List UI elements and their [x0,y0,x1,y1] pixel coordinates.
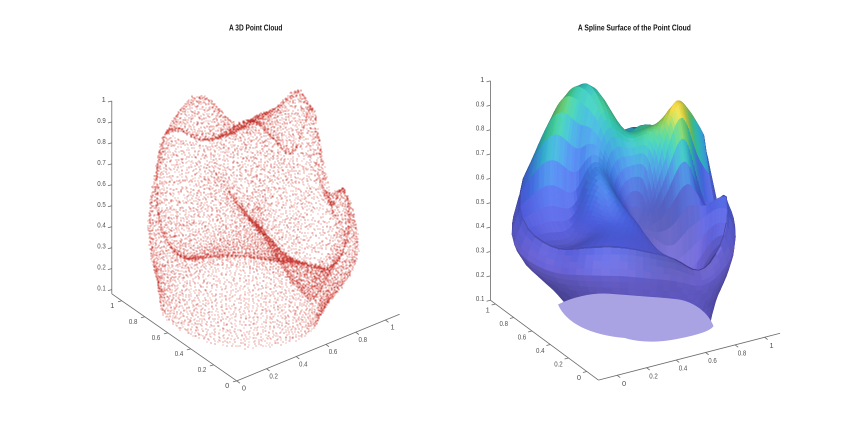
svg-text:0.9: 0.9 [97,116,106,125]
svg-text:0.9: 0.9 [476,99,485,108]
svg-text:A Spline Surface of the Point: A Spline Surface of the Point Cloud [578,23,691,33]
svg-text:0.8: 0.8 [359,335,368,344]
svg-text:0.7: 0.7 [476,148,485,157]
svg-text:0.8: 0.8 [129,317,138,326]
svg-text:0.8: 0.8 [97,137,106,146]
svg-text:0: 0 [225,381,229,390]
svg-text:0.4: 0.4 [476,221,485,230]
svg-text:0.6: 0.6 [708,356,717,365]
svg-text:0.4: 0.4 [97,221,106,230]
svg-text:0.2: 0.2 [649,371,658,380]
svg-text:0.4: 0.4 [299,359,308,368]
svg-text:1: 1 [769,341,773,350]
svg-text:0.6: 0.6 [518,333,527,342]
svg-text:1: 1 [110,301,114,310]
svg-text:0.5: 0.5 [476,197,485,206]
svg-text:0.2: 0.2 [554,360,563,369]
svg-text:0.6: 0.6 [97,179,106,188]
svg-text:1: 1 [390,323,394,332]
svg-text:0.8: 0.8 [500,319,509,328]
svg-text:A 3D Point Cloud: A 3D Point Cloud [229,23,283,33]
svg-text:0.6: 0.6 [152,333,161,342]
svg-text:0: 0 [577,373,581,382]
svg-text:0.3: 0.3 [476,246,485,255]
svg-text:0.4: 0.4 [536,346,545,355]
svg-text:0.1: 0.1 [97,284,106,293]
svg-text:0.2: 0.2 [269,371,278,380]
svg-text:0.1: 0.1 [476,294,485,303]
svg-text:0: 0 [242,384,246,393]
svg-text:0.8: 0.8 [738,349,747,358]
svg-text:0.8: 0.8 [476,124,485,133]
svg-text:0.6: 0.6 [329,347,338,356]
svg-text:0.4: 0.4 [175,349,184,358]
svg-text:0.5: 0.5 [97,200,106,209]
svg-text:0.3: 0.3 [97,242,106,251]
svg-text:0.2: 0.2 [97,263,106,272]
svg-text:0.2: 0.2 [198,365,207,374]
svg-text:1: 1 [480,75,484,84]
svg-text:0.7: 0.7 [97,158,106,167]
svg-text:0.2: 0.2 [476,270,485,279]
svg-text:0: 0 [622,379,626,388]
svg-text:1: 1 [102,95,106,104]
svg-text:1: 1 [486,306,490,315]
svg-text:0.4: 0.4 [679,364,688,373]
svg-text:0.6: 0.6 [476,172,485,181]
